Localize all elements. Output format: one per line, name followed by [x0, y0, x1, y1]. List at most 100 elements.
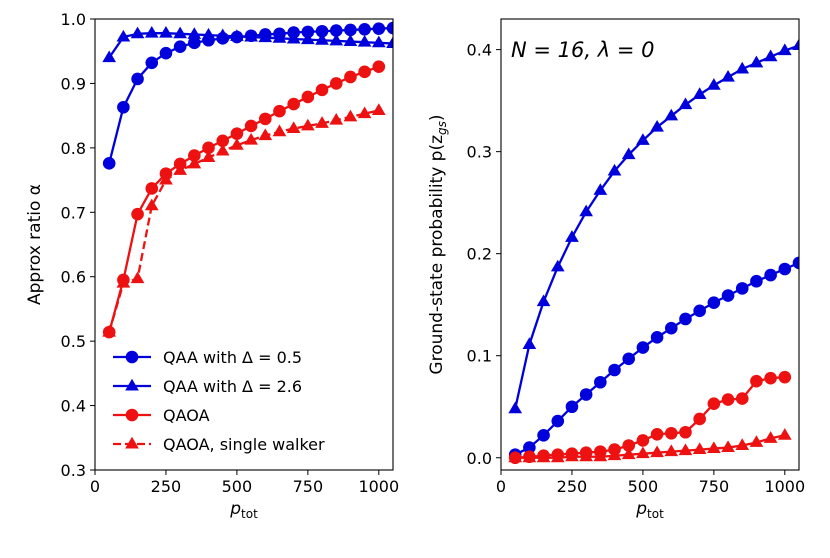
data-point-qaoa-single-walker: [286, 121, 301, 133]
data-point-qaa-with-2-6: [159, 25, 173, 38]
y-axis-label-end: ): [427, 114, 447, 121]
data-point-qaa-with-2-6: [286, 31, 301, 44]
data-point-qaoa-single-walker: [522, 450, 537, 463]
data-point-qaoa-single-walker: [536, 450, 551, 463]
data-point-qaoa-single-walker: [187, 156, 202, 169]
data-point-qaa-with-0-5: [565, 400, 579, 414]
x-tick-label: 0: [90, 477, 100, 496]
data-point-qaa-with-2-6: [187, 27, 202, 39]
data-point-qaoa: [735, 392, 749, 405]
data-point-qaa-with-2-6: [692, 87, 707, 99]
data-point-qaoa-single-walker: [201, 150, 216, 162]
data-point-qaa-with-0-5: [372, 22, 386, 35]
data-point-qaa-with-0-5: [329, 24, 343, 37]
y-axis-label-main: Approx ratio α: [25, 184, 45, 305]
x-tick-label: 750: [293, 477, 324, 496]
data-point-qaoa-single-walker: [272, 124, 287, 137]
data-point-qaa-with-0-5: [622, 352, 636, 366]
data-point-qaoa-single-walker: [593, 449, 608, 462]
data-point-qaoa-single-walker: [621, 447, 636, 460]
data-point-qaa-with-2-6: [315, 33, 329, 45]
data-point-qaoa-single-walker: [735, 438, 750, 450]
data-point-qaoa-single-walker: [777, 428, 792, 440]
data-point-qaa-with-0-5: [159, 46, 173, 60]
data-point-qaoa-single-walker: [315, 116, 329, 128]
data-point-qaoa: [131, 207, 144, 221]
data-point-qaa-with-2-6: [230, 29, 244, 41]
data-point-qaa-with-2-6: [565, 230, 579, 242]
data-point-qaoa-single-walker: [173, 163, 187, 175]
data-point-qaoa-single-walker: [244, 132, 258, 145]
data-point-qaa-with-2-6: [215, 28, 230, 41]
data-point-qaa-with-0-5: [594, 375, 607, 389]
data-point-qaoa-single-walker: [678, 443, 693, 456]
data-point-qaoa: [315, 83, 329, 97]
data-point-qaoa: [145, 182, 159, 195]
data-point-qaa-with-0-5: [693, 304, 706, 318]
data-point-qaoa-single-walker: [721, 440, 735, 453]
legend-label: QAOA, single walker: [163, 435, 325, 454]
data-point-qaoa: [650, 427, 664, 441]
data-point-qaoa: [329, 77, 343, 90]
data-point-qaoa-single-walker: [749, 435, 764, 447]
data-point-qaoa-single-walker: [636, 446, 650, 459]
data-point-qaa-with-0-5: [636, 341, 650, 354]
x-axis-label: ptot: [635, 499, 664, 521]
data-point-qaa-with-2-6: [357, 34, 372, 47]
data-point-qaa-with-2-6: [258, 30, 273, 43]
data-point-qaa-with-2-6: [371, 35, 386, 48]
data-point-qaoa-single-walker: [707, 441, 721, 454]
data-point-qaa-with-0-5: [117, 100, 130, 114]
data-point-qaoa: [664, 426, 678, 440]
data-point-qaoa: [273, 104, 286, 118]
y-tick-label: 0.6: [61, 268, 86, 287]
data-point-qaa-with-0-5: [102, 157, 116, 170]
data-point-qaoa-single-walker: [763, 431, 778, 443]
data-point-qaoa: [778, 370, 792, 384]
series-line-qaoa-single-walker: [108, 109, 380, 333]
data-point-qaa-with-0-5: [537, 429, 550, 442]
legend-marker: [125, 378, 139, 391]
data-point-qaoa-single-walker: [607, 448, 622, 461]
data-point-qaa-with-2-6: [650, 119, 664, 132]
data-point-qaa-with-0-5: [386, 21, 393, 35]
data-point-qaoa-single-walker: [508, 450, 523, 463]
data-point-qaa-with-0-5: [778, 262, 792, 276]
data-point-qaa-with-0-5: [551, 414, 565, 428]
data-point-qaoa-single-walker: [130, 271, 145, 284]
y-axis-label: Approx ratio α: [25, 184, 45, 305]
data-point-qaa-with-2-6: [678, 97, 693, 110]
data-point-qaa-with-0-5: [764, 268, 777, 282]
legend-label: QAA with Δ = 0.5: [163, 348, 302, 367]
data-point-qaa-with-0-5: [358, 23, 371, 36]
data-point-qaoa-single-walker: [650, 445, 664, 458]
data-point-qaa-with-2-6: [763, 49, 778, 62]
x-tick-label: 1000: [764, 477, 805, 496]
data-point-qaa-with-2-6: [579, 204, 593, 217]
data-point-qaa-with-2-6: [301, 32, 315, 45]
data-point-qaoa: [188, 149, 201, 162]
data-point-qaa-with-2-6: [664, 108, 679, 121]
data-point-qaa-with-2-6: [343, 34, 358, 47]
data-point-qaa-with-0-5: [707, 296, 721, 309]
data-point-qaa-with-0-5: [579, 388, 593, 401]
data-point-qaa-with-0-5: [750, 274, 763, 288]
data-point-qaoa: [216, 134, 230, 148]
data-point-qaa-with-2-6: [102, 50, 117, 63]
data-point-qaa-with-2-6: [721, 69, 735, 82]
legend-marker: [125, 436, 139, 449]
data-point-qaa-with-2-6: [792, 38, 799, 50]
left-plot-approx-ratio: 0 250 500 750 1000 0.3 0.4 0.5 0.6 0.7 0.8 0.9 1.0 pt…: [25, 10, 399, 521]
legend: QAA with Δ = 0.5 QAA with Δ = 2.6 QAOA QAOA…: [113, 348, 325, 454]
y-tick-label: 0.1: [467, 347, 492, 366]
data-point-qaa-with-2-6: [593, 183, 608, 195]
data-point-qaa-with-2-6: [749, 55, 764, 68]
y-tick-label: 0.3: [467, 143, 492, 162]
y-tick-label: 1.0: [61, 10, 86, 29]
data-point-qaa-with-0-5: [173, 40, 187, 54]
data-point-qaoa: [750, 374, 763, 388]
data-point-qaoa-single-walker: [230, 138, 244, 150]
data-point-qaa-with-0-5: [679, 312, 692, 326]
series-line-qaa-with-2-6: [514, 44, 799, 410]
data-point-qaoa-single-walker: [550, 450, 565, 463]
